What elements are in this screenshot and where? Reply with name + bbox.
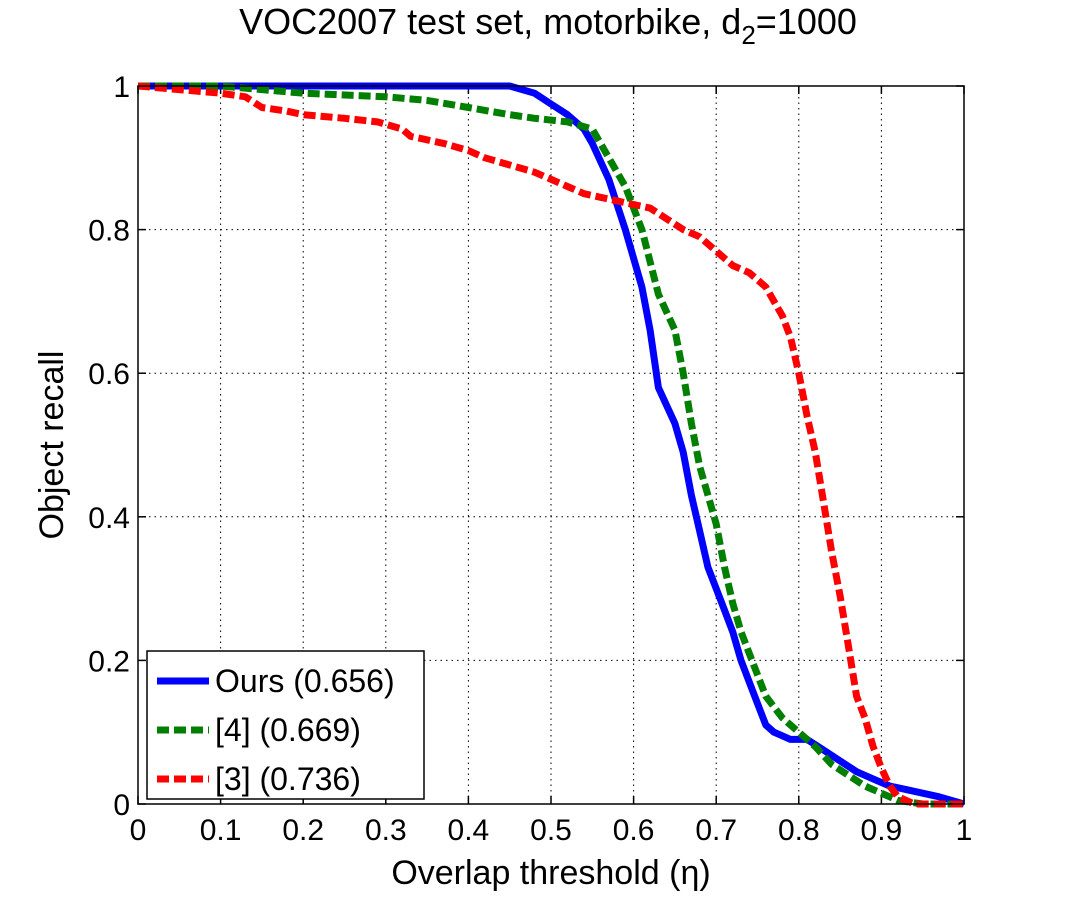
axis-ticks: 0 0.1 0.2 0.3 0.4 0.5 0.6 0.7 0.8 0.9 1 0 0.2 0.4 0.6 0… [88, 71, 972, 847]
series-line-2 [138, 82, 964, 808]
y-tick-label: 1 [113, 71, 130, 104]
x-tick-label: 1 [956, 814, 973, 847]
x-tick-label: 0.8 [778, 814, 820, 847]
y-tick-label: 0.8 [88, 215, 130, 248]
legend-label-3: [3] (0.736) [215, 761, 361, 797]
chart-title-subscript: 2 [741, 20, 755, 50]
x-tick-label: 0.1 [200, 814, 242, 847]
y-axis-label: Object recall [33, 351, 71, 540]
series-line-1 [138, 82, 965, 808]
legend-label-1: Ours (0.656) [215, 663, 395, 699]
y-tick-label: 0.4 [88, 502, 130, 535]
x-tick-label: 0.3 [365, 814, 407, 847]
chart-title: VOC2007 test set, motorbike, d2=1000 [239, 1, 857, 50]
y-tick-label: 0.6 [88, 358, 130, 391]
series-line-3 [137, 82, 964, 808]
x-tick-label: 0.2 [282, 814, 324, 847]
legend-label-2: [4] (0.669) [215, 712, 361, 748]
x-tick-label: 0.4 [448, 814, 490, 847]
y-tick-label: 0 [113, 789, 130, 822]
series-lines [137, 82, 965, 808]
y-tick-label: 0.2 [88, 645, 130, 678]
legend: Ours (0.656) [4] (0.669) [3] (0.736) [146, 650, 425, 800]
x-tick-label: 0.5 [530, 814, 572, 847]
x-tick-label: 0.6 [613, 814, 655, 847]
legend-box [146, 650, 425, 800]
plot-frame [137, 85, 965, 805]
x-axis-label: Overlap threshold (η) [391, 854, 710, 892]
x-tick-label: 0 [130, 814, 147, 847]
x-tick-label: 0.7 [695, 814, 737, 847]
x-tick-label: 0.9 [861, 814, 903, 847]
